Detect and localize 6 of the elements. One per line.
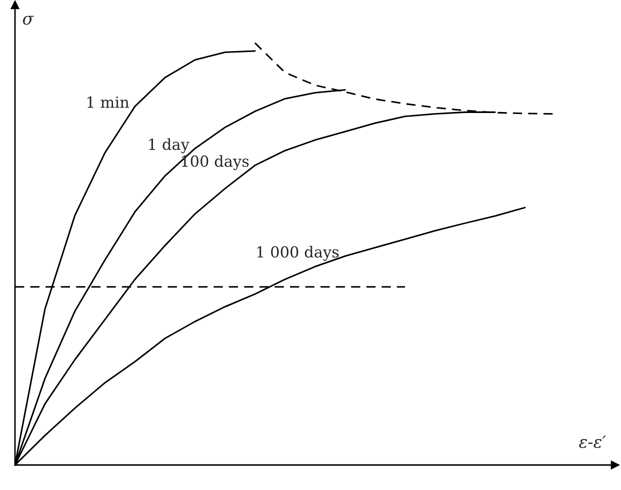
series-label: 1 000 days bbox=[257, 246, 339, 261]
x-axis-title: ε-ε′ bbox=[579, 436, 606, 448]
series-label: 100 days bbox=[182, 155, 249, 170]
series-label: 1 min bbox=[88, 96, 130, 108]
series-label: 1 day bbox=[149, 138, 190, 154]
y-axis-title: σ bbox=[22, 16, 34, 25]
